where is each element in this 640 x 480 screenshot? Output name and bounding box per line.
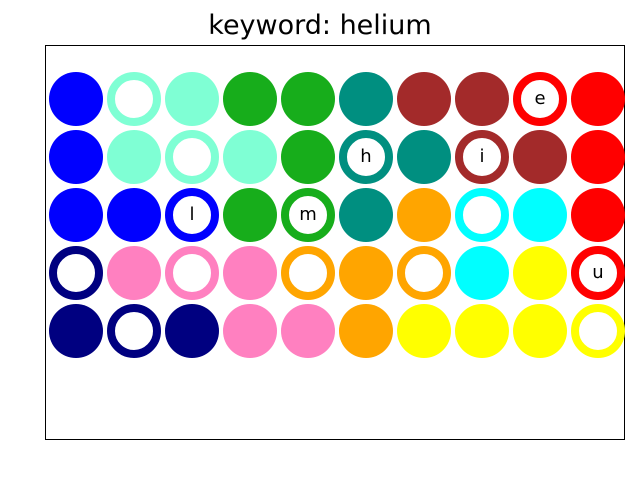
cell-letter: u [592, 262, 604, 283]
grid-cell-r2-c8[interactable]: i [455, 130, 509, 184]
grid-cell-r5-c1[interactable] [49, 304, 103, 358]
grid-cell-r2-c5[interactable] [281, 130, 335, 184]
grid-cell-r3-c3[interactable]: l [165, 188, 219, 242]
grid-cell-r4-c3[interactable] [165, 246, 219, 300]
cell-letter: h [360, 146, 372, 167]
grid-cell-r1-c1[interactable] [49, 72, 103, 126]
grid-cell-r2-c2[interactable] [107, 130, 161, 184]
grid-cell-r5-c6[interactable] [339, 304, 393, 358]
grid-cell-r3-c5[interactable]: m [281, 188, 335, 242]
grid-cell-r3-c2[interactable] [107, 188, 161, 242]
grid-cell-r1-c10[interactable] [571, 72, 625, 126]
puzzle-title: keyword: helium [208, 10, 432, 41]
cell-letter: m [299, 204, 317, 225]
grid-cell-r3-c8[interactable] [455, 188, 509, 242]
grid-cell-r5-c10[interactable] [571, 304, 625, 358]
grid-cell-r2-c7[interactable] [397, 130, 451, 184]
grid-cell-r5-c9[interactable] [513, 304, 567, 358]
grid-cell-r1-c9[interactable]: e [513, 72, 567, 126]
grid-cell-r3-c7[interactable] [397, 188, 451, 242]
grid-cell-r4-c7[interactable] [397, 246, 451, 300]
grid-cell-r5-c4[interactable] [223, 304, 277, 358]
grid-cell-r4-c8[interactable] [455, 246, 509, 300]
cell-letter: e [534, 88, 546, 109]
grid-cell-r4-c1[interactable] [49, 246, 103, 300]
grid-cell-r5-c5[interactable] [281, 304, 335, 358]
grid-cell-r5-c2[interactable] [107, 304, 161, 358]
grid-cell-r1-c2[interactable] [107, 72, 161, 126]
grid-cell-r4-c5[interactable] [281, 246, 335, 300]
grid-cell-r4-c6[interactable] [339, 246, 393, 300]
grid-cell-r2-c4[interactable] [223, 130, 277, 184]
grid-cell-r1-c5[interactable] [281, 72, 335, 126]
grid-cell-r3-c6[interactable] [339, 188, 393, 242]
grid-cell-r1-c7[interactable] [397, 72, 451, 126]
grid-cell-r2-c1[interactable] [49, 130, 103, 184]
cell-letter: i [479, 146, 485, 167]
grid-cell-r1-c6[interactable] [339, 72, 393, 126]
grid-cell-r2-c10[interactable] [571, 130, 625, 184]
grid-cell-r3-c1[interactable] [49, 188, 103, 242]
grid-cell-r1-c4[interactable] [223, 72, 277, 126]
cell-letter: l [189, 204, 195, 225]
grid-cell-r5-c8[interactable] [455, 304, 509, 358]
grid-cell-r2-c6[interactable]: h [339, 130, 393, 184]
grid-cell-r3-c4[interactable] [223, 188, 277, 242]
grid-cell-r1-c8[interactable] [455, 72, 509, 126]
grid-cell-r4-c2[interactable] [107, 246, 161, 300]
grid-cell-r3-c10[interactable] [571, 188, 625, 242]
grid-cell-r4-c4[interactable] [223, 246, 277, 300]
grid-cell-r1-c3[interactable] [165, 72, 219, 126]
grid-cell-r2-c9[interactable] [513, 130, 567, 184]
game-board: e h i l m u [45, 45, 625, 440]
grid-cell-r5-c3[interactable] [165, 304, 219, 358]
grid-cell-r5-c7[interactable] [397, 304, 451, 358]
grid-cell-r4-c9[interactable] [513, 246, 567, 300]
grid-cell-r4-c10[interactable]: u [571, 246, 625, 300]
grid-cell-r2-c3[interactable] [165, 130, 219, 184]
grid-cell-r3-c9[interactable] [513, 188, 567, 242]
